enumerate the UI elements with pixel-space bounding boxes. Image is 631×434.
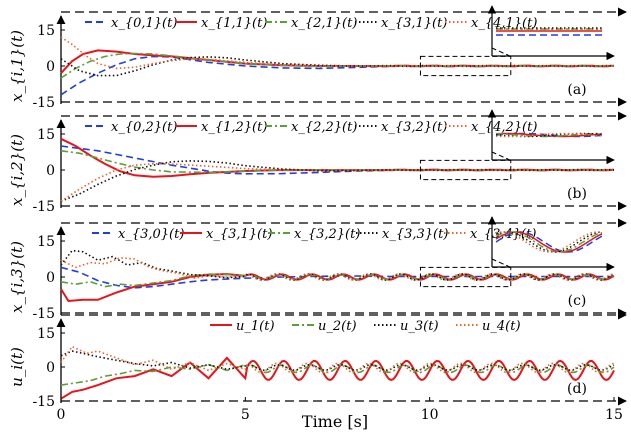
- y-tick-label: -15: [32, 394, 55, 410]
- x-axis-label: Time [s]: [302, 412, 368, 431]
- legend-label: u_4(t): [482, 319, 521, 334]
- zoom-connector: [491, 151, 511, 161]
- x-tick-label: 15: [605, 407, 623, 423]
- panel-label: (c): [568, 293, 587, 309]
- legend-label: x_{1,2}(t): [201, 120, 267, 135]
- inset-series-line: [495, 231, 603, 253]
- inset-series-line: [495, 231, 603, 253]
- zoom-box: [419, 55, 512, 77]
- inset-series-line: [495, 132, 603, 138]
- y-tick-label: 15: [37, 326, 55, 342]
- series-line: [60, 345, 615, 374]
- legend-label: x_{3,1}(t): [381, 16, 447, 31]
- legend-label: u_2(t): [318, 319, 357, 334]
- legend-label: x_{2,2}(t): [291, 120, 357, 135]
- y-tick-label: 0: [46, 163, 55, 179]
- series-line: [60, 36, 615, 70]
- y-tick-label: -15: [32, 306, 55, 322]
- legend-label: x_{1,1}(t): [201, 16, 267, 31]
- zoom-box: [419, 266, 512, 288]
- x-tick-label: 0: [57, 407, 66, 423]
- legend-label: x_{2,1}(t): [291, 16, 357, 31]
- panel-4: 150-15u_i(t)(d)u_1(t) u_2(t) u_3(t) u_4(t)0…: [8, 310, 627, 423]
- legend-label: x_{4,2}(t): [471, 120, 537, 135]
- y-tick-label: 15: [37, 23, 55, 39]
- legend-label: x_{3,3}(t): [382, 227, 448, 242]
- legend-label: u_3(t): [400, 319, 439, 334]
- y-tick-label: 0: [46, 59, 55, 75]
- legend-label: x_{3,2}(t): [381, 120, 447, 135]
- panel-3: 15 0 -15 x_{i,3}(t) (c) x_{3,0}(t) x_{3,1}(t) x…: [8, 216, 627, 322]
- series-line: [60, 363, 615, 386]
- legend-label: u_1(t): [236, 319, 275, 334]
- y-tick-label: 15: [37, 127, 55, 143]
- series-line: [60, 55, 615, 96]
- inset-series-line: [495, 231, 603, 253]
- zoom-box: [419, 159, 512, 181]
- series-line: [60, 162, 615, 202]
- panel-label: (b): [567, 186, 587, 202]
- legend-label: x_{3,2}(t): [294, 227, 360, 242]
- series-line: [60, 266, 614, 289]
- legend-label: x_{0,1}(t): [111, 16, 177, 31]
- y-axis-label: x_{i,3}(t): [8, 241, 26, 313]
- zoom-connector: [491, 258, 511, 268]
- y-axis-label: x_{i,1}(t): [8, 30, 26, 102]
- series-line: [60, 273, 615, 303]
- zoom-connector: [491, 47, 511, 57]
- y-tick-label: 0: [46, 360, 55, 376]
- inset-series-line: [495, 132, 603, 138]
- series-line: [60, 249, 615, 281]
- x-tick-label: 5: [241, 407, 250, 423]
- series-line: [60, 49, 615, 74]
- y-axis-label: u_i(t): [8, 347, 26, 387]
- y-tick-label: 0: [46, 270, 55, 286]
- panel-label: (a): [567, 82, 586, 98]
- panel-2: 15 0 -15 x_{i,2}(t) (b) x_{0,2}(t) x_{1,2}(t) x…: [8, 109, 627, 215]
- inset-series-line: [495, 231, 603, 253]
- y-tick-label: -15: [32, 199, 55, 215]
- series-line: [60, 256, 615, 281]
- x-tick-label: 10: [421, 407, 439, 423]
- legend-label: x_{0,2}(t): [111, 120, 177, 135]
- panel-label: (d): [567, 381, 587, 397]
- y-axis-label: x_{i,2}(t): [8, 134, 26, 206]
- series-line: [60, 356, 615, 400]
- series-line: [60, 350, 615, 372]
- inset-series-line: [495, 132, 602, 138]
- y-tick-label: -15: [32, 95, 55, 111]
- panel-1: 15 0 -15 x_{i,1}(t) (a) x_{0,1}(t) x_{1,1}(t) x…: [8, 5, 627, 111]
- legend-label: x_{3,0}(t): [118, 227, 184, 242]
- legend-label: x_{3,1}(t): [206, 227, 272, 242]
- y-tick-label: 15: [37, 234, 55, 250]
- series-line: [60, 160, 615, 202]
